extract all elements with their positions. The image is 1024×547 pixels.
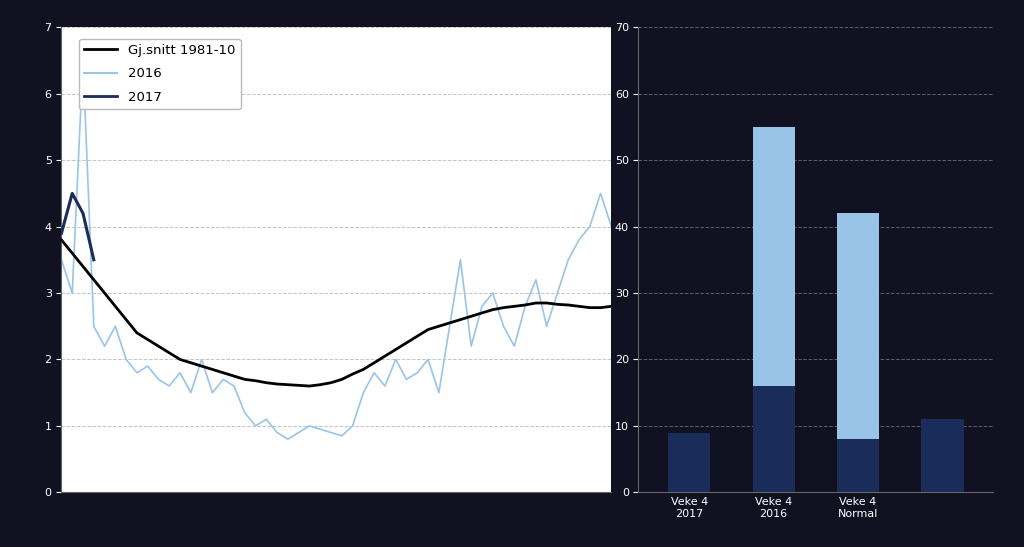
Bar	[837, 439, 880, 492]
Bar	[668, 433, 711, 492]
Bar	[753, 127, 795, 492]
Bar	[837, 213, 880, 492]
Legend: Gj.snitt 1981-10, 2016, 2017: Gj.snitt 1981-10, 2016, 2017	[79, 39, 241, 109]
Bar	[753, 386, 795, 492]
Bar	[922, 419, 964, 492]
